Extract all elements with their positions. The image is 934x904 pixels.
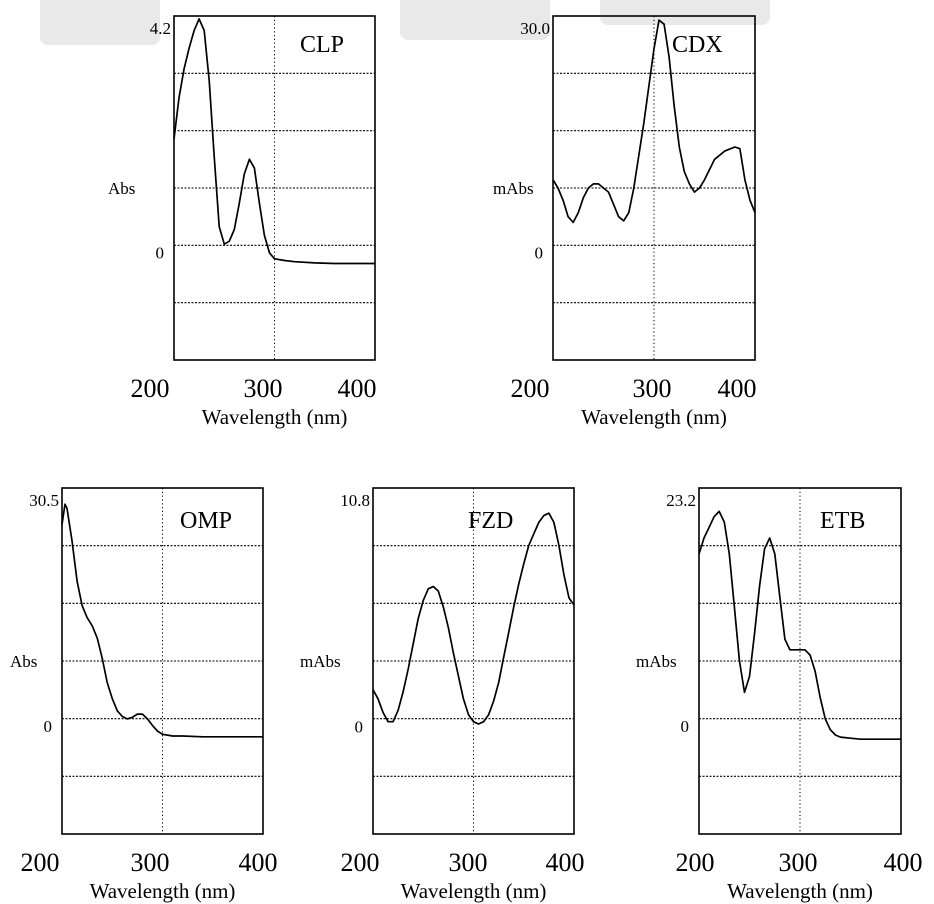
x-tick-label: 400 xyxy=(546,848,585,877)
x-tick-label: 400 xyxy=(884,848,923,877)
y-axis-label: Abs xyxy=(108,179,135,198)
x-tick-label: 300 xyxy=(449,848,488,877)
x-tick-label: 200 xyxy=(341,848,380,877)
y-axis-label: Abs xyxy=(10,652,37,671)
x-tick-label: 400 xyxy=(239,848,278,877)
y-zero-label: 0 xyxy=(535,244,544,263)
plot-frame xyxy=(372,487,575,835)
compound-name-label: CDX xyxy=(672,32,723,58)
y-axis-label: mAbs xyxy=(300,652,341,671)
x-tick-label: 200 xyxy=(511,374,550,403)
x-tick-label: 400 xyxy=(718,374,757,403)
x-axis-title: Wavelength (nm) xyxy=(202,405,348,429)
x-tick-label: 200 xyxy=(21,848,60,877)
x-axis-title: Wavelength (nm) xyxy=(581,405,727,429)
x-tick-label: 400 xyxy=(338,374,377,403)
plot-frame xyxy=(61,487,264,835)
x-axis-title: Wavelength (nm) xyxy=(90,879,236,903)
y-zero-label: 0 xyxy=(355,717,364,736)
x-axis-title: Wavelength (nm) xyxy=(401,879,547,903)
x-tick-label: 300 xyxy=(779,848,818,877)
y-zero-label: 0 xyxy=(681,717,690,736)
y-axis-label: mAbs xyxy=(493,179,534,198)
spectrum-line-clp xyxy=(173,18,375,265)
y-max-label: 10.8 xyxy=(340,491,370,510)
x-axis-title: Wavelength (nm) xyxy=(727,879,873,903)
spectrum-line-omp xyxy=(61,503,263,738)
x-tick-label: 300 xyxy=(244,374,283,403)
x-tick-label: 300 xyxy=(633,374,672,403)
spectrum-line-cdx xyxy=(552,19,756,224)
spectrum-line-etb xyxy=(698,510,901,741)
compound-name-label: ETB xyxy=(820,508,865,534)
compound-name-label: CLP xyxy=(300,32,344,58)
spectrum-line-fzd xyxy=(372,512,575,725)
y-zero-label: 0 xyxy=(44,717,53,736)
compound-name-label: FZD xyxy=(468,508,513,534)
chart-etb: ETB 23.2 mAbs 0 200 300 400 Wavelength (nm) xyxy=(636,487,923,903)
y-max-label: 4.2 xyxy=(150,19,171,38)
y-max-label: 30.5 xyxy=(29,491,59,510)
background-watermark xyxy=(40,0,770,45)
compound-name-label: OMP xyxy=(180,508,232,534)
x-tick-label: 300 xyxy=(131,848,170,877)
y-zero-label: 0 xyxy=(156,244,165,263)
y-axis-label: mAbs xyxy=(636,652,677,671)
x-tick-label: 200 xyxy=(676,848,715,877)
y-max-label: 30.0 xyxy=(520,19,550,38)
y-max-label: 23.2 xyxy=(666,491,696,510)
x-tick-label: 200 xyxy=(131,374,170,403)
